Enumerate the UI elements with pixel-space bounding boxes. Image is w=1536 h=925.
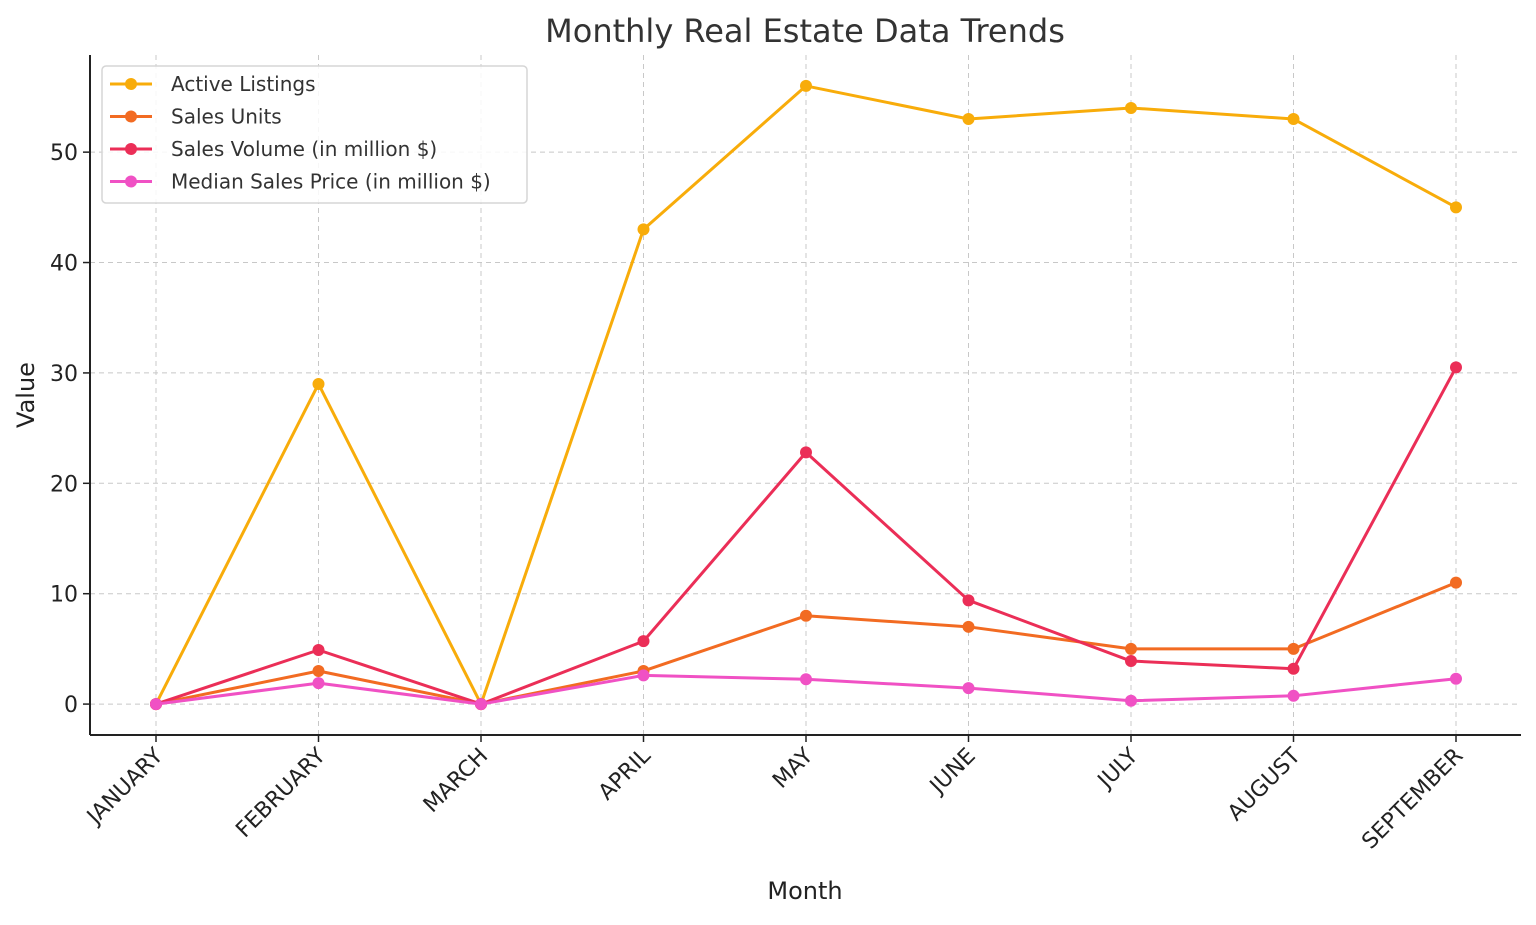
y-axis-label: Value [12,362,40,428]
data-point [1125,655,1137,668]
legend-label: Active Listings [171,72,316,96]
data-point [1287,113,1300,126]
legend-item: Sales Volume (in million $) [110,137,437,161]
x-tick-label: MAY [768,743,818,793]
data-point [1287,642,1300,655]
data-point [1287,662,1300,675]
data-point [1125,101,1137,114]
legend-label: Median Sales Price (in million $) [171,170,491,194]
data-point [800,609,812,622]
data-point [1450,361,1462,374]
data-point [150,698,162,711]
x-tick-label: APRIL [594,743,656,805]
legend: Active Listings Sales Units Sales Volume (… [101,65,528,204]
legend-swatch-marker [125,143,137,155]
series-lines [150,79,1462,711]
y-tick-label: 20 [50,472,78,497]
y-tick-label: 40 [50,252,78,277]
x-tick-label: FEBRUARY [231,743,331,843]
x-tick-label: JUNE [924,744,981,801]
y-tick-label: 10 [50,583,78,608]
legend-box [101,65,528,204]
legend-label: Sales Units [171,105,282,129]
data-point [1125,694,1137,707]
data-point [962,682,975,695]
x-tick-label: JULY [1092,743,1144,795]
legend-item: Sales Units [110,105,282,129]
chart-title: Monthly Real Estate Data Trends [545,12,1065,50]
y-tick-label: 0 [64,693,78,718]
legend-label: Sales Volume (in million $) [171,137,437,161]
legend-item: Median Sales Price (in million $) [110,170,491,194]
x-tick-label: JANUARY [81,743,168,830]
legend-swatch-marker [125,110,137,123]
data-point [962,594,975,607]
data-point [312,377,325,390]
legend-swatch-marker [125,78,137,90]
data-point [312,677,325,690]
data-point [800,446,812,459]
series-median-sales-price-in-million [150,669,1462,711]
data-point [637,635,650,648]
data-point [1450,672,1462,685]
axes [83,55,1521,742]
x-tick-label: SEPTEMBER [1357,744,1468,855]
data-point [312,664,325,677]
data-point [475,698,487,711]
data-point [1450,576,1462,589]
x-axis-label: Month [767,877,842,905]
data-point [962,113,975,126]
x-tick-label: AUGUST [1223,743,1306,826]
data-point [637,223,650,236]
data-point [1287,689,1300,702]
legend-swatch-marker [125,175,137,188]
data-point [800,79,812,92]
data-point [312,644,325,656]
tick-labels: JANUARY FEBRUARY MARCH APRIL MAY JUNE JULY AUGU… [50,141,1468,854]
data-point [962,620,975,633]
data-point [800,673,812,686]
x-tick-label: MARCH [419,744,493,818]
y-tick-label: 50 [50,141,78,166]
data-point [1125,642,1137,655]
y-tick-label: 30 [50,362,78,387]
data-point [637,669,650,682]
data-point [1450,201,1462,214]
legend-item: Active Listings [110,72,316,96]
